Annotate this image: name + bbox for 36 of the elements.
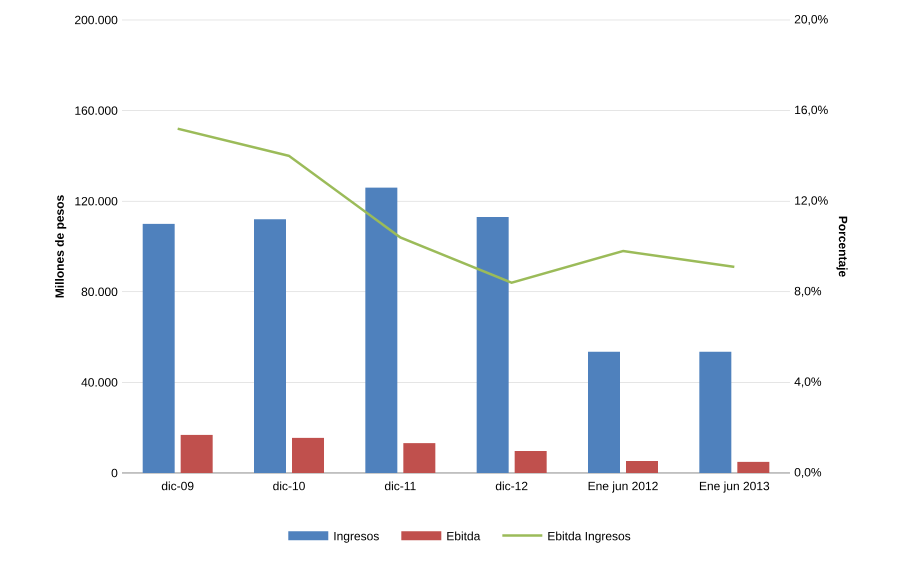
legend-label: Ingresos — [334, 532, 379, 543]
bar — [292, 438, 324, 473]
bar — [514, 451, 547, 473]
bar — [737, 462, 770, 473]
bar — [365, 188, 398, 473]
x-tick-label: dic-09 — [162, 481, 194, 490]
y2-tick-label: 4,0% — [794, 377, 822, 388]
y2-axis-title: Porcentaje — [836, 216, 848, 277]
bar — [180, 434, 213, 473]
y-tick-label: 200.000 — [75, 16, 118, 24]
bar — [403, 443, 436, 473]
y-tick-label: 160.000 — [75, 106, 118, 115]
y2-tick-label: 20,0% — [794, 15, 828, 25]
y-axis-title: Millones de pesos — [55, 195, 66, 298]
x-tick-label: Ene jun 2012 — [588, 481, 658, 493]
bar — [476, 217, 509, 473]
y2-tick-label: 16,0% — [795, 106, 828, 116]
line-series — [176, 127, 736, 284]
bar — [699, 352, 732, 473]
y2-tick-label: 0,0% — [794, 468, 822, 478]
x-tick-label: dic-12 — [496, 481, 528, 490]
y-tick-label: 0 — [112, 468, 118, 478]
x-tick-label: dic-11 — [384, 481, 416, 490]
x-tick-label: dic-10 — [273, 481, 305, 490]
y-tick-label: 120.000 — [75, 196, 118, 206]
y-tick-label: 40.000 — [81, 378, 118, 387]
bar — [254, 219, 286, 473]
bar — [142, 224, 175, 473]
y2-tick-label: 8,0% — [794, 286, 822, 297]
x-tick-label: Ene jun 2013 — [700, 481, 770, 493]
y-tick-label: 80.000 — [82, 288, 118, 296]
legend-label: Ebitda Ingresos — [548, 532, 630, 543]
bar — [626, 460, 658, 473]
bar — [588, 352, 620, 473]
legend-label: Ebitda — [447, 532, 480, 540]
y2-tick-label: 12,0% — [795, 196, 828, 206]
